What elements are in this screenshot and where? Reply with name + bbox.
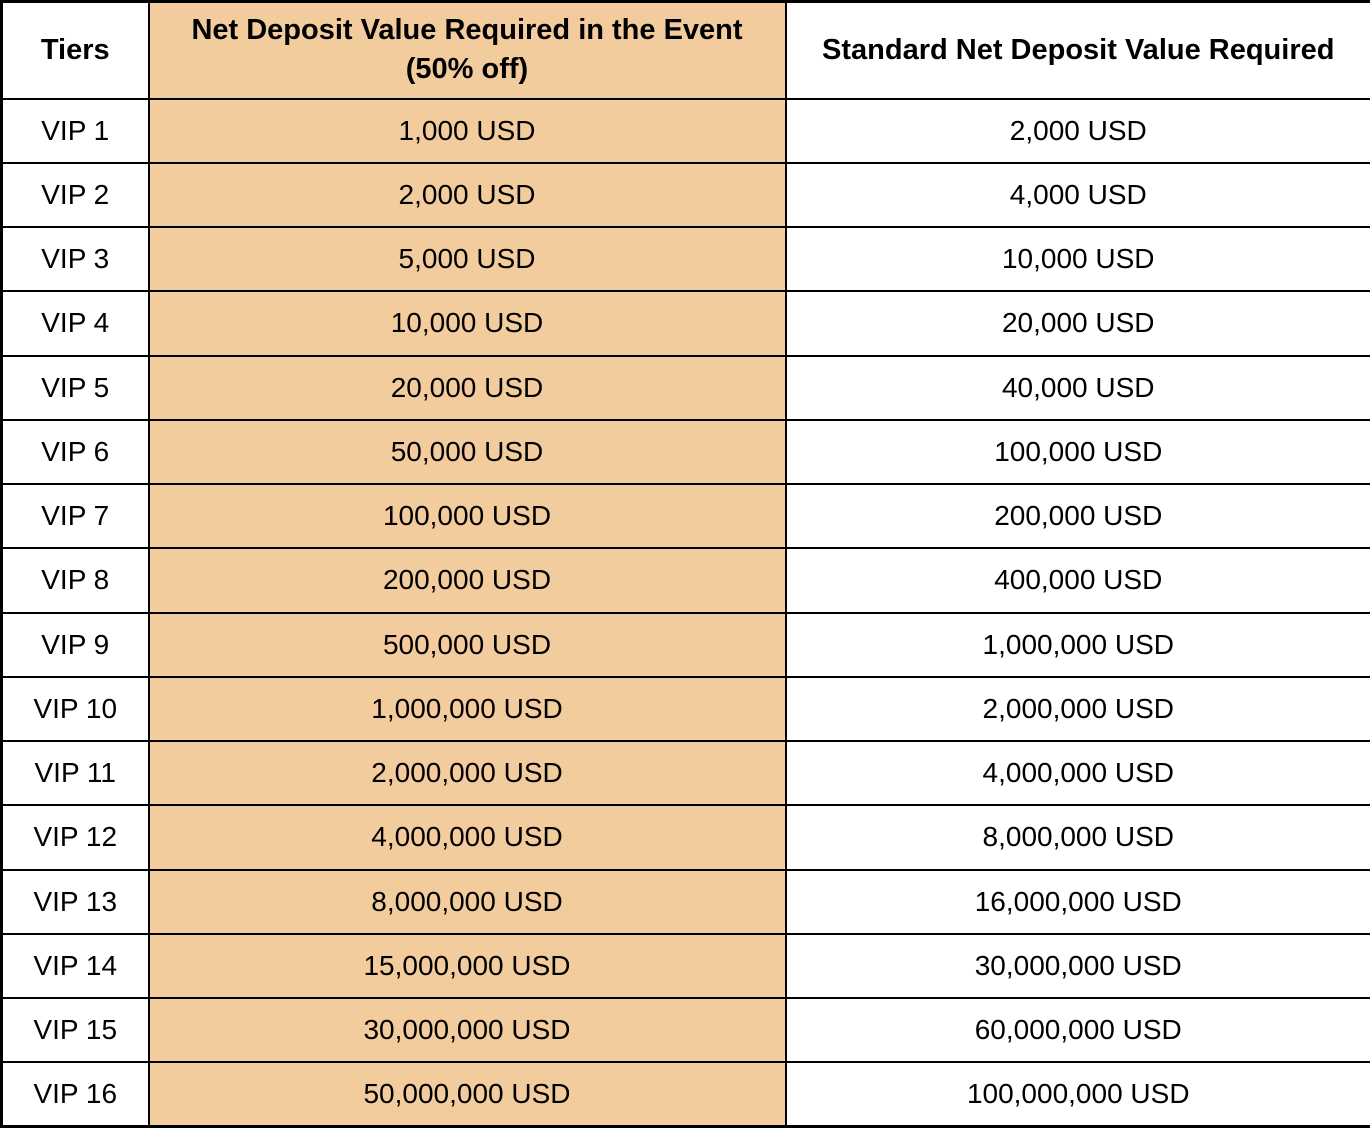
- tier-cell: VIP 2: [0, 161, 150, 229]
- table-row: VIP 11 2,000,000 USD 4,000,000 USD: [0, 739, 1370, 807]
- standard-value-cell: 1,000,000 USD: [784, 611, 1370, 678]
- event-value-cell: 100,000 USD: [147, 482, 787, 550]
- header-standard-value-label: Standard Net Deposit Value Required: [822, 33, 1335, 66]
- tier-cell: VIP 7: [0, 482, 150, 550]
- table-row: VIP 16 50,000,000 USD 100,000,000 USD: [0, 1061, 1370, 1128]
- standard-value-cell: 60,000,000 USD: [784, 996, 1370, 1064]
- table-row: VIP 9 500,000 USD 1,000,000 USD: [0, 611, 1370, 678]
- event-value-cell: 5,000 USD: [147, 225, 787, 293]
- standard-value-cell: 16,000,000 USD: [784, 868, 1370, 935]
- tier-cell: VIP 5: [0, 354, 150, 421]
- tier-cell: VIP 14: [0, 932, 150, 1000]
- tier-cell: VIP 1: [0, 97, 150, 164]
- event-value-cell: 15,000,000 USD: [147, 932, 787, 1000]
- tier-cell: VIP 9: [0, 611, 150, 678]
- event-value-cell: 2,000 USD: [147, 161, 787, 229]
- header-event-value: Net Deposit Value Required in the Event …: [147, 0, 787, 100]
- table-row: VIP 13 8,000,000 USD 16,000,000 USD: [0, 868, 1370, 935]
- table-row: VIP 14 15,000,000 USD 30,000,000 USD: [0, 932, 1370, 1000]
- header-row: Tiers Net Deposit Value Required in the …: [0, 0, 1370, 100]
- tier-cell: VIP 6: [0, 418, 150, 486]
- table-body: VIP 1 1,000 USD 2,000 USD VIP 2 2,000 USD 4,0…: [0, 97, 1370, 1128]
- event-value-cell: 4,000,000 USD: [147, 804, 787, 871]
- standard-value-cell: 20,000 USD: [784, 290, 1370, 357]
- event-value-cell: 8,000,000 USD: [147, 868, 787, 935]
- table-row: VIP 1 1,000 USD 2,000 USD: [0, 97, 1370, 164]
- standard-value-cell: 4,000 USD: [784, 161, 1370, 229]
- standard-value-cell: 4,000,000 USD: [784, 739, 1370, 807]
- standard-value-cell: 200,000 USD: [784, 482, 1370, 550]
- table-row: VIP 6 50,000 USD 100,000 USD: [0, 418, 1370, 486]
- tier-cell: VIP 3: [0, 225, 150, 293]
- standard-value-cell: 30,000,000 USD: [784, 932, 1370, 1000]
- header-standard-value: Standard Net Deposit Value Required: [784, 0, 1370, 100]
- standard-value-cell: 40,000 USD: [784, 354, 1370, 421]
- table-row: VIP 8 200,000 USD 400,000 USD: [0, 547, 1370, 614]
- tier-cell: VIP 16: [0, 1061, 150, 1128]
- header-tiers: Tiers: [0, 0, 150, 100]
- table-row: VIP 3 5,000 USD 10,000 USD: [0, 225, 1370, 293]
- table-row: VIP 15 30,000,000 USD 60,000,000 USD: [0, 996, 1370, 1064]
- tier-cell: VIP 13: [0, 868, 150, 935]
- tier-cell: VIP 8: [0, 547, 150, 614]
- event-value-cell: 30,000,000 USD: [147, 996, 787, 1064]
- table-row: VIP 2 2,000 USD 4,000 USD: [0, 161, 1370, 229]
- table-row: VIP 12 4,000,000 USD 8,000,000 USD: [0, 804, 1370, 871]
- tier-cell: VIP 15: [0, 996, 150, 1064]
- header-event-value-sublabel: (50% off): [405, 53, 529, 86]
- tier-cell: VIP 11: [0, 739, 150, 807]
- table-row: VIP 7 100,000 USD 200,000 USD: [0, 482, 1370, 550]
- event-value-cell: 200,000 USD: [147, 547, 787, 614]
- standard-value-cell: 2,000,000 USD: [784, 675, 1370, 743]
- event-value-cell: 1,000,000 USD: [147, 675, 787, 743]
- standard-value-cell: 400,000 USD: [784, 547, 1370, 614]
- header-tiers-label: Tiers: [40, 33, 110, 66]
- event-value-cell: 10,000 USD: [147, 290, 787, 357]
- tier-cell: VIP 10: [0, 675, 150, 743]
- standard-value-cell: 2,000 USD: [784, 97, 1370, 164]
- standard-value-cell: 10,000 USD: [784, 225, 1370, 293]
- standard-value-cell: 8,000,000 USD: [784, 804, 1370, 871]
- table-header: Tiers Net Deposit Value Required in the …: [0, 0, 1370, 100]
- event-value-cell: 500,000 USD: [147, 611, 787, 678]
- event-value-cell: 1,000 USD: [147, 97, 787, 164]
- event-value-cell: 50,000,000 USD: [147, 1061, 787, 1128]
- tier-cell: VIP 12: [0, 804, 150, 871]
- table-row: VIP 4 10,000 USD 20,000 USD: [0, 290, 1370, 357]
- header-event-value-label: Net Deposit Value Required in the Event: [191, 14, 743, 47]
- standard-value-cell: 100,000 USD: [784, 418, 1370, 486]
- standard-value-cell: 100,000,000 USD: [784, 1061, 1370, 1128]
- table-row: VIP 5 20,000 USD 40,000 USD: [0, 354, 1370, 421]
- event-value-cell: 20,000 USD: [147, 354, 787, 421]
- event-value-cell: 2,000,000 USD: [147, 739, 787, 807]
- event-value-cell: 50,000 USD: [147, 418, 787, 486]
- table-row: VIP 10 1,000,000 USD 2,000,000 USD: [0, 675, 1370, 743]
- tier-cell: VIP 4: [0, 290, 150, 357]
